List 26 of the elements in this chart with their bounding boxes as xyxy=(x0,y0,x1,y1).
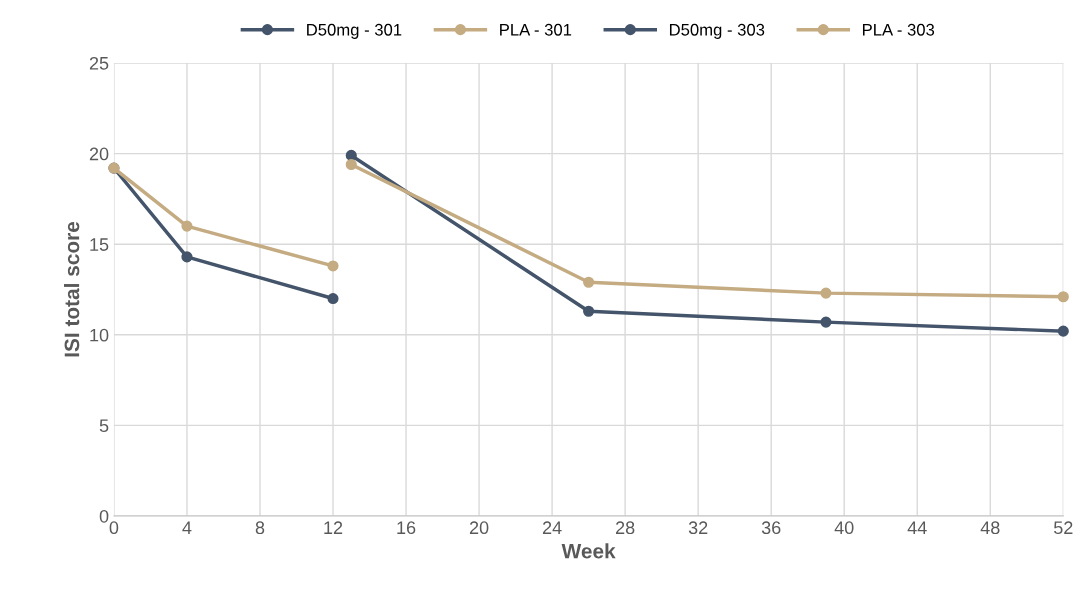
x-tick-label: 44 xyxy=(907,521,927,534)
x-tick-label: 16 xyxy=(397,521,416,535)
y-tick-label: 5 xyxy=(99,419,109,433)
legend-label: PLA - 301 xyxy=(500,23,572,36)
legend-label: D50mg - 303 xyxy=(669,23,765,39)
x-tick-label: 12 xyxy=(324,521,343,534)
x-axis-title: Week xyxy=(561,543,616,559)
y-tick-label: 25 xyxy=(89,56,109,70)
x-tick-label: 32 xyxy=(688,521,708,535)
legend-label: D50mg - 301 xyxy=(307,23,402,39)
x-tick-label: 48 xyxy=(980,521,1000,535)
x-tick-label: 52 xyxy=(1053,521,1073,535)
x-tick-label: 40 xyxy=(834,521,854,535)
legend-label: PLA - 303 xyxy=(862,23,935,36)
x-tick-label: 8 xyxy=(255,521,265,535)
y-tick-label: 15 xyxy=(90,238,109,251)
x-tick-label: 0 xyxy=(109,521,119,535)
y-axis-title: ISI total score xyxy=(64,221,80,357)
x-tick-label: 36 xyxy=(761,521,781,535)
y-tick-label: 0 xyxy=(99,509,109,523)
x-tick-label: 24 xyxy=(542,521,562,534)
x-tick-label: 28 xyxy=(615,521,635,535)
x-tick-label: 20 xyxy=(469,521,489,535)
y-tick-label: 20 xyxy=(89,147,109,161)
x-tick-label: 4 xyxy=(182,521,192,534)
y-tick-label: 10 xyxy=(90,328,109,342)
